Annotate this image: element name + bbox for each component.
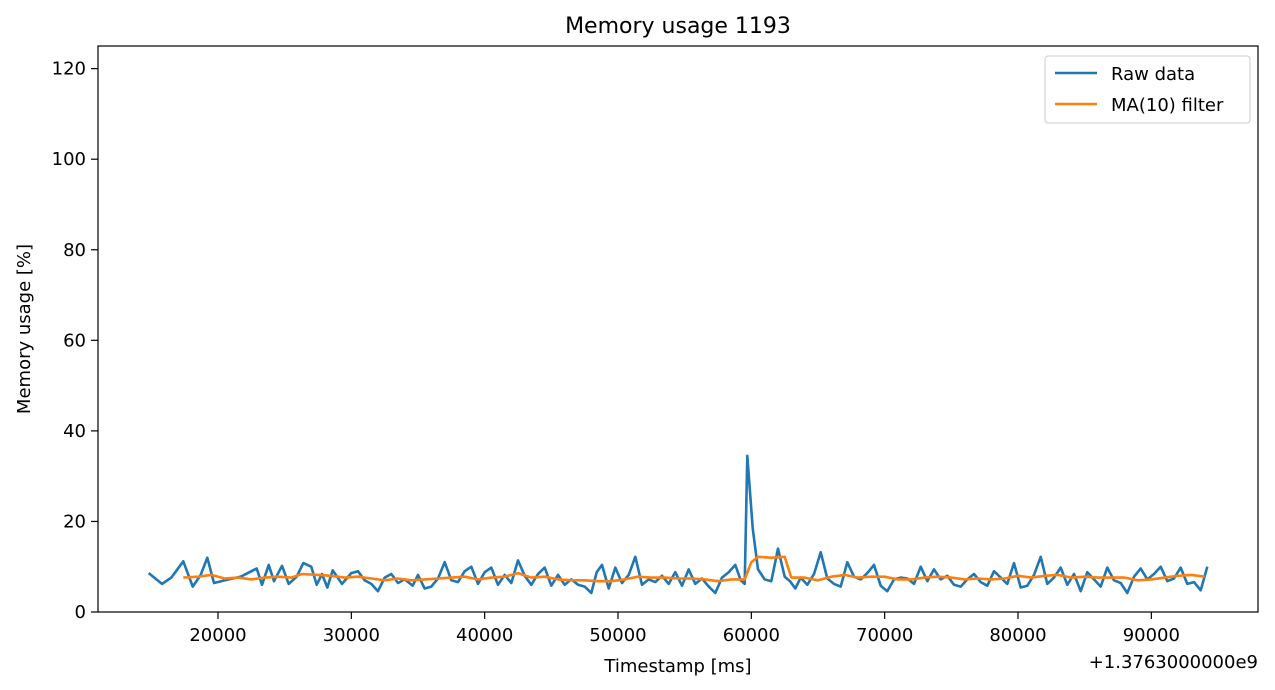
y-tick-label: 40 [63,421,86,442]
x-tick-label: 60000 [723,625,780,646]
x-tick-label: 90000 [1123,625,1180,646]
series-line-ma-10-filter [183,555,1205,583]
x-axis-label: Timestamp [ms] [603,656,751,677]
y-tick-label: 20 [63,511,86,532]
y-tick-label: 0 [75,602,86,623]
x-tick-label: 30000 [323,625,380,646]
x-tick-label: 70000 [856,625,913,646]
x-tick-label: 20000 [189,625,246,646]
x-tick-label: 40000 [456,625,513,646]
x-tick-label: 50000 [589,625,646,646]
legend: Raw data MA(10) filter [1044,55,1251,124]
x-tick-label: 80000 [989,625,1046,646]
x-offset-label: +1.3763000000e9 [1089,652,1258,673]
legend-label-raw-data: Raw data [1111,64,1195,85]
y-tick-label: 80 [63,240,86,261]
legend-label-ma-filter: MA(10) filter [1111,95,1224,116]
y-axis-label: Memory usage [%] [14,244,35,414]
plot-frame [97,45,1259,613]
chart-title: Memory usage 1193 [565,14,791,39]
y-tick-label: 60 [63,330,86,351]
y-tick-label: 100 [52,149,86,170]
y-tick-label: 120 [52,59,86,80]
series-line-raw-data [147,454,1209,595]
